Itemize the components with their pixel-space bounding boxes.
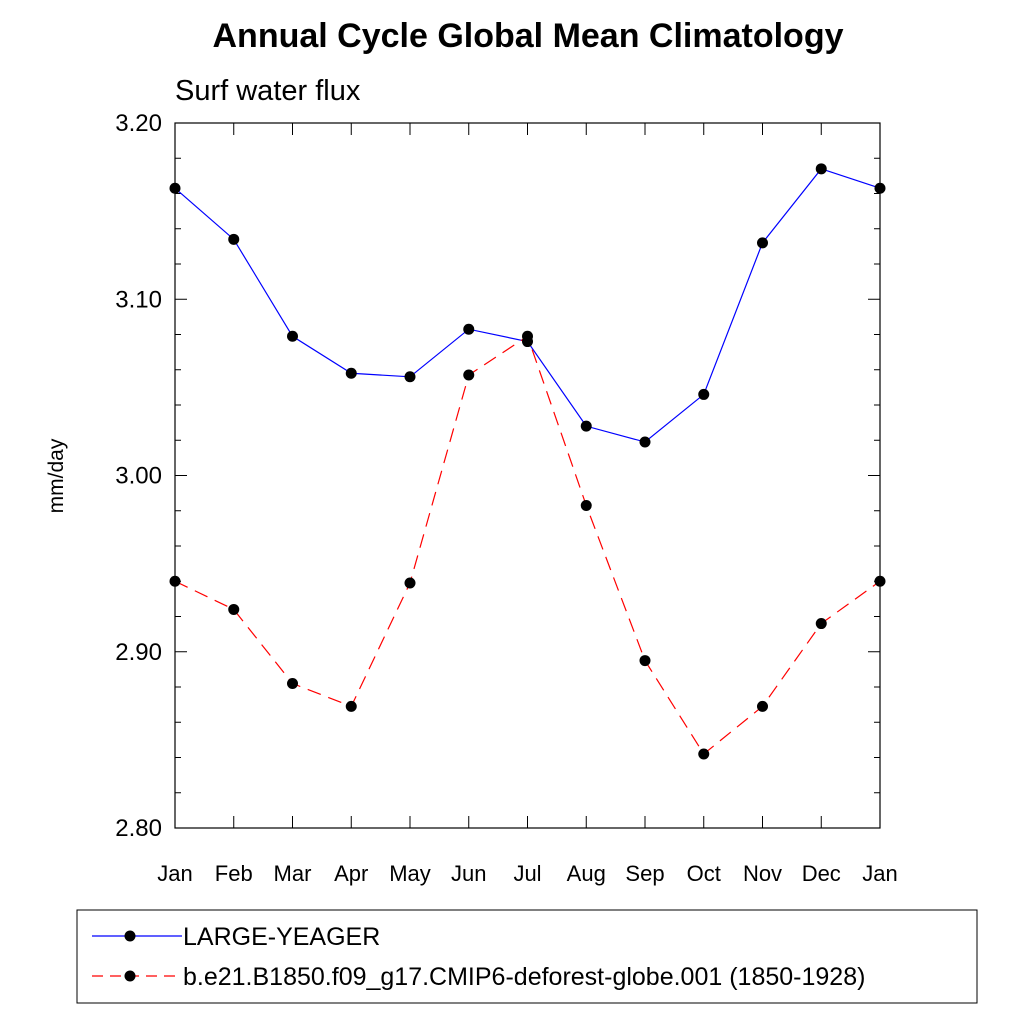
data-point-series-1 — [639, 655, 651, 667]
x-tick-label: Dec — [802, 861, 841, 886]
data-point-series-0 — [874, 182, 886, 194]
series-line-1 — [174, 335, 881, 755]
chart-title: Annual Cycle Global Mean Climatology — [213, 17, 844, 55]
data-point-series-0 — [698, 388, 710, 400]
data-point-series-1 — [522, 330, 533, 342]
series-line-0 — [174, 168, 881, 443]
x-tick-label: May — [389, 861, 431, 886]
data-point-series-0 — [463, 323, 475, 335]
legend-box — [76, 909, 978, 1004]
chart-subtitle: Surf water flux — [175, 75, 361, 107]
data-point-series-0 — [228, 233, 240, 245]
series-lines — [174, 168, 881, 755]
legend-label-deforest: b.e21.B1850.f09_g17.CMIP6-deforest-globe… — [183, 963, 865, 991]
x-tick-label: Jun — [451, 861, 486, 886]
x-tick-label: Oct — [687, 861, 721, 886]
data-point-series-1 — [169, 575, 181, 587]
data-point-series-1 — [698, 748, 710, 760]
x-tick-label: Feb — [215, 861, 253, 886]
x-tick-label: Jul — [513, 861, 541, 886]
data-point-series-1 — [874, 575, 886, 587]
x-tick-label: Mar — [274, 861, 312, 886]
data-point-series-0 — [639, 436, 651, 448]
x-tick-label: Sep — [625, 861, 664, 886]
data-point-series-1 — [815, 618, 827, 630]
data-point-series-1 — [463, 369, 475, 381]
data-point-series-0 — [287, 330, 298, 342]
axis-tick-labels: Jan Feb Mar Apr May Jun Jul Aug Sep Oct Nov Dec Jan 2… — [115, 110, 897, 886]
x-tick-label: Jan — [862, 861, 897, 886]
x-tick-label: Jan — [157, 861, 192, 886]
data-point-series-1 — [287, 677, 298, 689]
data-point-series-1 — [228, 603, 240, 615]
y-tick-label: 3.10 — [115, 286, 162, 313]
axis-ticks — [174, 122, 881, 829]
data-point-series-0 — [815, 163, 827, 175]
y-tick-label: 2.80 — [115, 815, 162, 842]
data-point-series-0 — [757, 237, 768, 249]
data-point-series-0 — [580, 420, 592, 432]
data-point-series-1 — [757, 700, 768, 712]
series-markers — [169, 163, 886, 760]
data-point-series-1 — [345, 700, 357, 712]
x-tick-label: Aug — [567, 861, 606, 886]
y-tick-label: 3.00 — [115, 463, 162, 490]
data-point-series-1 — [404, 577, 416, 589]
data-point-series-0 — [169, 182, 181, 194]
data-point-series-0 — [404, 371, 416, 383]
data-point-series-1 — [580, 499, 592, 511]
data-point-series-0 — [345, 367, 357, 379]
y-tick-label: 3.20 — [115, 110, 162, 137]
y-tick-label: 2.90 — [115, 639, 162, 666]
legend-marker-large-yeager — [124, 930, 136, 942]
legend: LARGE-YEAGER b.e21.B1850.f09_g17.CMIP6-d… — [76, 909, 978, 1004]
x-tick-label: Nov — [743, 861, 782, 886]
y-axis-label: mm/day — [45, 438, 68, 513]
x-tick-label: Apr — [334, 861, 368, 886]
legend-label-large-yeager: LARGE-YEAGER — [183, 923, 380, 951]
legend-marker-deforest — [124, 970, 136, 982]
